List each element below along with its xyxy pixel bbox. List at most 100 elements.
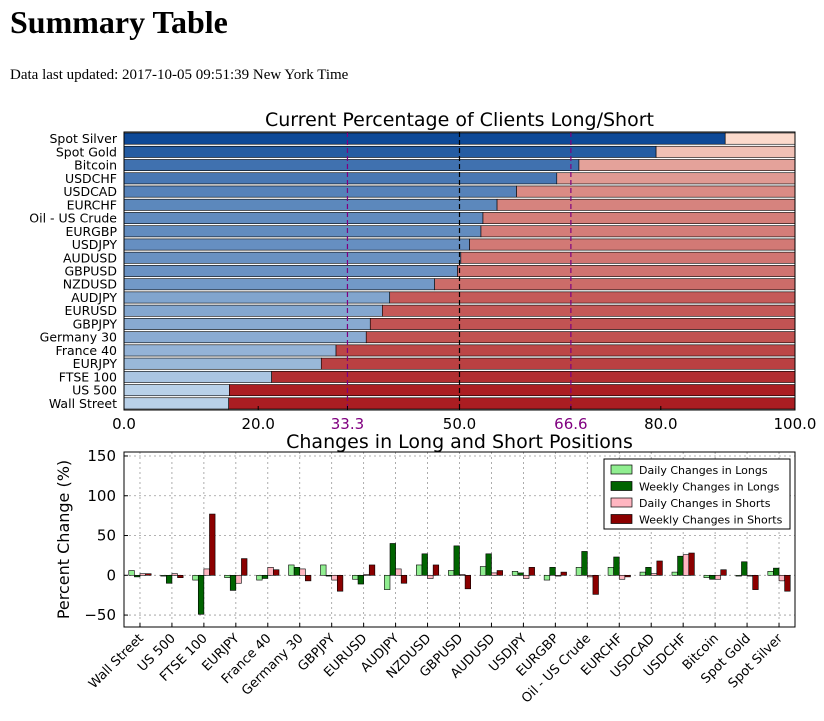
- short-bar: [389, 291, 796, 304]
- category-label: Germany 30: [40, 330, 117, 345]
- category-label: NZDUSD: [63, 277, 117, 292]
- change-bar: [543, 574, 551, 581]
- change-bar: [299, 568, 306, 576]
- change-bar: [778, 574, 785, 582]
- change-bar: [145, 573, 152, 576]
- change-bar: [171, 573, 178, 576]
- legend-label: Daily Changes in Shorts: [639, 497, 771, 510]
- category-label: Spot Gold: [56, 144, 117, 159]
- change-bar: [241, 558, 248, 576]
- short-bar: [655, 145, 796, 158]
- change-bar: [139, 573, 146, 576]
- change-bar: [720, 569, 727, 576]
- long-bar: [123, 145, 657, 158]
- change-bar: [336, 574, 344, 592]
- long-bar: [123, 159, 580, 172]
- change-bar: [767, 571, 774, 576]
- category-label: Bitcoin: [74, 158, 117, 173]
- legend-swatch: [610, 481, 633, 491]
- change-bar: [618, 574, 626, 580]
- change-bar: [464, 574, 472, 590]
- change-bar: [368, 564, 376, 576]
- change-bar: [741, 561, 748, 576]
- long-bar: [123, 225, 482, 238]
- long-bar: [123, 278, 435, 291]
- page-title: Summary Table: [10, 4, 228, 40]
- short-bar: [382, 304, 796, 317]
- change-bar: [421, 553, 428, 576]
- short-bar: [469, 238, 796, 251]
- change-bar: [447, 570, 455, 576]
- change-bar: [432, 564, 440, 576]
- change-bar: [224, 574, 231, 578]
- category-label: France 40: [56, 343, 117, 358]
- change-bar: [416, 564, 423, 576]
- long-bar: [123, 357, 322, 370]
- x-tick-label: 0.0: [112, 415, 136, 433]
- last-updated-text: Data last updated: 2017-10-05 09:51:39 N…: [10, 67, 349, 83]
- long-bar: [123, 331, 367, 344]
- change-bar: [746, 574, 753, 577]
- change-bar: [581, 551, 588, 576]
- change-bar: [735, 574, 742, 577]
- change-bar: [197, 574, 205, 615]
- change-bar: [267, 567, 274, 576]
- y-axis-label: Percent Change (%): [54, 460, 73, 619]
- legend-swatch: [610, 464, 633, 475]
- x-tick-label: 100.0: [774, 415, 817, 433]
- category-label: AUDJPY: [71, 290, 117, 305]
- long-bar: [123, 251, 462, 264]
- change-bar: [555, 574, 562, 577]
- y-tick-label: 150: [87, 447, 116, 465]
- short-bar: [496, 198, 796, 211]
- legend-label: Weekly Changes in Shorts: [639, 514, 783, 527]
- long-bar: [123, 318, 371, 330]
- change-bar: [517, 572, 524, 576]
- short-bar: [228, 397, 796, 410]
- change-bar: [459, 574, 466, 576]
- change-bar: [511, 571, 519, 576]
- change-bar: [709, 574, 716, 580]
- x-tick-label: 20.0: [241, 415, 274, 433]
- category-label: USDCAD: [63, 184, 117, 199]
- change-bar: [650, 573, 658, 576]
- category-label: Wall Street: [49, 396, 117, 411]
- category-label: GBPJPY: [73, 316, 118, 331]
- change-bar: [496, 570, 503, 576]
- y-tick-label: −50: [84, 606, 116, 624]
- long-bar: [123, 265, 458, 277]
- legend: Daily Changes in Longs Weekly Changes in …: [603, 458, 791, 530]
- category-label: Spot Silver: [50, 131, 118, 146]
- long-bar: [123, 198, 498, 211]
- change-bar: [560, 571, 567, 576]
- change-bar: [320, 564, 327, 576]
- change-bar: [639, 571, 646, 576]
- change-bar: [427, 574, 434, 579]
- long-bar: [123, 238, 470, 251]
- change-bar: [784, 574, 791, 592]
- change-bar: [688, 552, 695, 576]
- long-bar: [123, 291, 391, 304]
- change-bar: [607, 567, 614, 576]
- change-bar: [453, 545, 460, 576]
- short-bar: [369, 318, 796, 330]
- change-bar: [363, 574, 370, 576]
- x-tick-label: 80.0: [644, 415, 677, 433]
- change-bar: [305, 574, 312, 582]
- long-bar: [123, 384, 230, 397]
- category-label: EURCHF: [67, 197, 117, 212]
- short-bar: [434, 278, 796, 291]
- change-bar: [677, 555, 684, 576]
- change-bar: [613, 556, 620, 576]
- x-tick-label: 50.0: [443, 415, 476, 433]
- long-bar: [123, 304, 383, 317]
- change-bar: [229, 574, 237, 591]
- change-bar: [203, 568, 210, 576]
- short-bar: [460, 251, 796, 264]
- category-label: EURJPY: [73, 356, 118, 371]
- short-bar: [229, 384, 796, 397]
- change-bar: [177, 574, 184, 578]
- short-bar: [480, 225, 796, 238]
- chart-title-changes: Changes in Long and Short Positions: [286, 431, 633, 453]
